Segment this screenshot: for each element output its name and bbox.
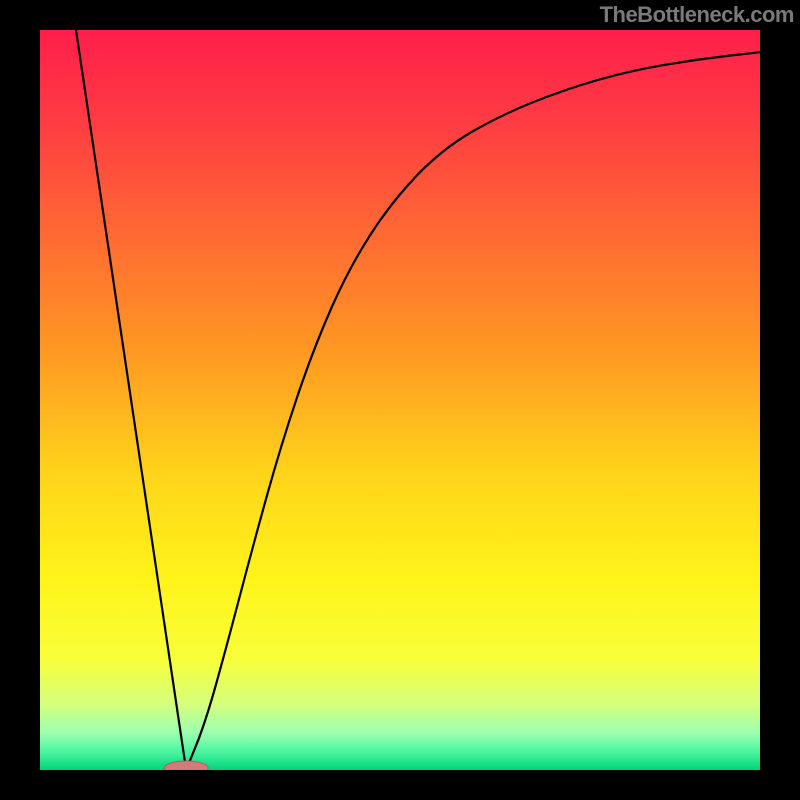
plot-background bbox=[40, 30, 760, 770]
chart-frame-left bbox=[0, 0, 40, 800]
chart-svg bbox=[0, 0, 800, 800]
watermark-text: TheBottleneck.com bbox=[600, 2, 794, 28]
chart-frame-right bbox=[760, 0, 800, 800]
chart-container: TheBottleneck.com bbox=[0, 0, 800, 800]
chart-frame-bottom bbox=[0, 770, 800, 800]
